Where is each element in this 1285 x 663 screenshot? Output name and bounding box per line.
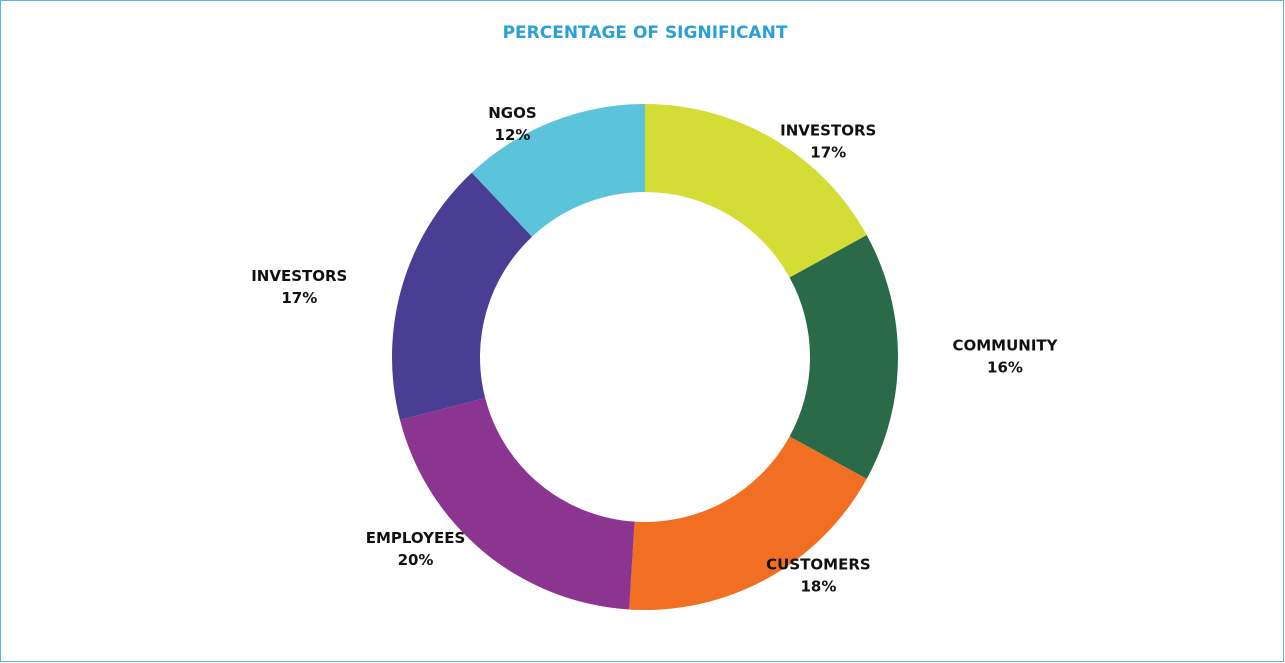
slice-label: COMMUNITY — [952, 337, 1058, 355]
slice-value: 18% — [800, 578, 836, 596]
donut-slice — [789, 235, 898, 479]
slice-label: EMPLOYEES — [366, 529, 466, 547]
chart-title: PERCENTAGE OF SIGNIFICANT — [503, 23, 788, 43]
donut-slice — [392, 172, 533, 420]
slice-label: INVESTORS — [251, 267, 347, 285]
slice-label: NGOS — [488, 104, 536, 122]
slice-value: 16% — [987, 359, 1023, 377]
slice-label: INVESTORS — [780, 121, 876, 139]
donut-slice — [399, 398, 635, 610]
donut-slice — [645, 104, 867, 278]
slice-value: 17% — [810, 143, 846, 161]
donut-slice — [471, 104, 645, 237]
slice-value: 20% — [398, 551, 434, 569]
slice-value: 17% — [281, 289, 317, 307]
slice-label: CUSTOMERS — [766, 556, 871, 574]
donut-slice — [629, 436, 867, 610]
slice-value: 12% — [495, 126, 531, 144]
